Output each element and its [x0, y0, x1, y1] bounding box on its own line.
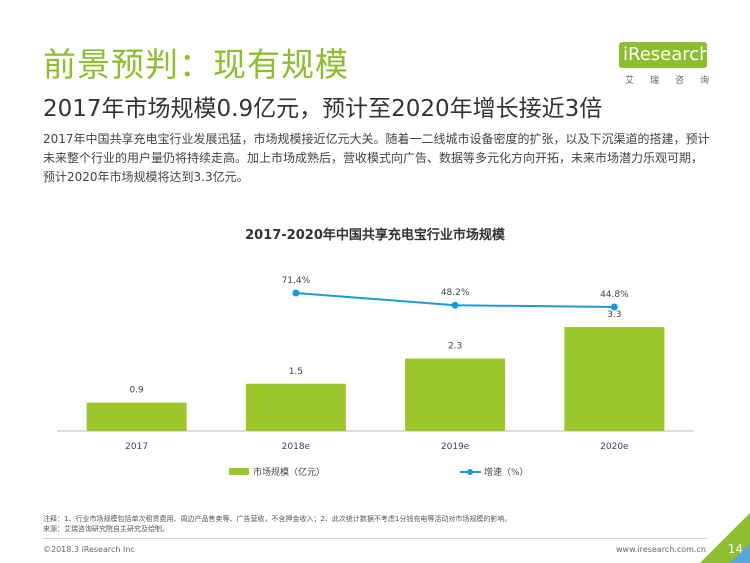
iresearch-logo: iResearch 艾瑞咨询 — [619, 40, 719, 86]
x-tick-label-2019e: 2019e — [441, 442, 470, 452]
legend-marker-growth — [467, 469, 473, 475]
copyright: ©2018.3 iResearch Inc — [43, 545, 135, 554]
logo-subtext: 艾瑞咨询 — [625, 76, 726, 86]
legend-label-growth: 增速（%） — [484, 466, 529, 478]
source-text: 来源：艾瑞咨询研究院自主研究及绘制。 — [43, 525, 169, 533]
bar-2018e — [245, 383, 346, 431]
x-tick-label-2018e: 2018e — [282, 442, 311, 452]
growth-point-2019e — [451, 301, 459, 309]
chart-notes: 注释：1、行业市场规模包括单次租赁费用、周边产品售卖等、广告营收，不含押金收入；… — [43, 514, 723, 534]
x-tick-label-2017: 2017 — [125, 442, 148, 452]
website-link[interactable]: www.iresearch.com.cn — [616, 545, 706, 554]
chart-title: 2017-2020年中国共享充电宝行业市场规模 — [245, 228, 505, 243]
logo-text: iResearch — [623, 44, 711, 65]
summary-paragraph: 2017年中国共享充电宝行业发展迅猛，市场规模接近亿元大关。随着一二线城市设备密… — [43, 132, 710, 184]
bar-2019e — [405, 358, 506, 431]
bar-2020e — [564, 327, 665, 431]
x-tick-label-2020e: 2020e — [600, 442, 629, 452]
page-number: 14 — [727, 542, 743, 556]
corner-accent — [730, 543, 750, 563]
page-title: 前景预判：现有规模 — [43, 45, 349, 84]
bar-2017 — [86, 402, 187, 431]
legend-swatch-market-size — [229, 468, 249, 475]
page-subtitle: 2017年市场规模0.9亿元，预计至2020年增长接近3倍 — [43, 96, 603, 122]
market-size-chart: 0.9 2017 1.5 2018e 2.3 2019e 3.3 2020e 71.4% 48.2… — [57, 276, 694, 478]
legend-label-market-size: 市场规模（亿元） — [253, 466, 325, 478]
logo-badge — [619, 42, 707, 68]
growth-point-2020e — [610, 303, 618, 311]
growth-label-2020e: 44.8% — [600, 290, 629, 300]
bar-value-label-2018e: 1.5 — [289, 367, 303, 377]
notes-text: 注释：1、行业市场规模包括单次租赁费用、周边产品售卖等、广告营收，不含押金收入；… — [43, 515, 512, 523]
bar-value-label-2020e: 3.3 — [607, 310, 621, 320]
bar-value-label-2017: 0.9 — [129, 386, 144, 396]
growth-point-2018e — [292, 289, 300, 297]
growth-label-2018e: 71.4% — [282, 276, 311, 286]
footer-divider — [43, 538, 707, 539]
growth-label-2019e: 48.2% — [441, 288, 470, 298]
bar-value-label-2019e: 2.3 — [448, 342, 462, 352]
